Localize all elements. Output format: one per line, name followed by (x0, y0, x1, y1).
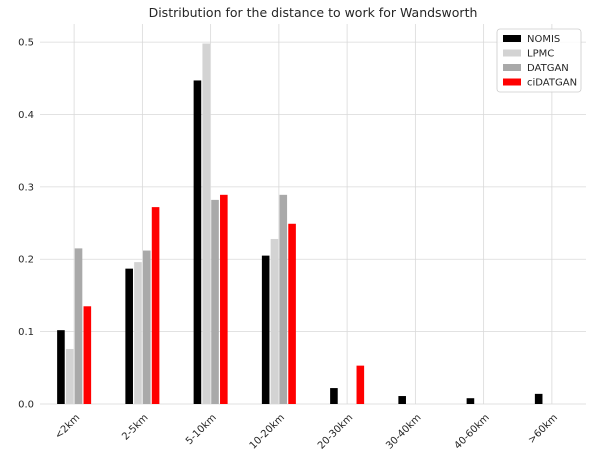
legend: NOMIS LPMC DATGAN ciDATGAN (496, 28, 582, 93)
bar-cidatgan-2 (220, 194, 228, 404)
y-tick-label: 0.5 (18, 38, 34, 49)
bar-nomis-7 (534, 393, 543, 404)
x-tick-label: <2km (53, 412, 82, 441)
legend-swatch (503, 78, 521, 86)
bar-nomis-6 (466, 398, 475, 404)
bar-datgan-1 (142, 250, 151, 404)
y-tick-label: 0.0 (18, 400, 34, 411)
bar-cidatgan-0 (83, 306, 92, 404)
bar-lpmc-1 (134, 262, 142, 404)
bar-nomis-1 (125, 268, 133, 404)
y-tick-label: 0.3 (18, 182, 34, 193)
chart-title: Distribution for the distance to work fo… (149, 5, 478, 20)
legend-label: ciDATGAN (527, 78, 577, 89)
legend-label: DATGAN (527, 63, 569, 74)
legend-box (496, 28, 582, 93)
bar-datgan-2 (211, 199, 219, 404)
bar-lpmc-0 (65, 348, 74, 404)
x-tick-label: 2-5km (120, 412, 150, 442)
y-tick-label: 0.1 (18, 327, 34, 338)
x-tick-label: 5-10km (184, 412, 219, 447)
bar-nomis-0 (57, 330, 65, 404)
bar-nomis-3 (261, 255, 270, 404)
x-tick-label: 30-40km (384, 412, 423, 451)
x-tick-label: 20-30km (316, 412, 355, 451)
bar-cidatgan-4 (356, 365, 365, 404)
bars (57, 43, 543, 405)
bar-nomis-4 (330, 388, 338, 404)
x-tick-label: 10-20km (248, 412, 287, 451)
bar-datgan-3 (279, 194, 288, 404)
bar-nomis-5 (398, 396, 406, 404)
legend-label: NOMIS (527, 34, 560, 45)
gridlines (40, 24, 586, 405)
bar-cidatgan-3 (288, 223, 296, 404)
legend-swatch (503, 35, 521, 42)
x-tick-label: 40-60km (452, 412, 491, 451)
bar-cidatgan-1 (151, 207, 160, 404)
bar-datgan-0 (74, 248, 83, 404)
legend-swatch (503, 64, 521, 71)
y-tick-label: 0.2 (18, 255, 34, 266)
bar-lpmc-3 (270, 238, 279, 404)
bar-nomis-2 (193, 80, 202, 404)
legend-swatch (503, 49, 521, 57)
legend-label: LPMC (527, 49, 554, 60)
bar-lpmc-2 (202, 43, 211, 405)
x-tick-label: >60km (526, 412, 560, 446)
y-tick-label: 0.4 (18, 110, 34, 121)
